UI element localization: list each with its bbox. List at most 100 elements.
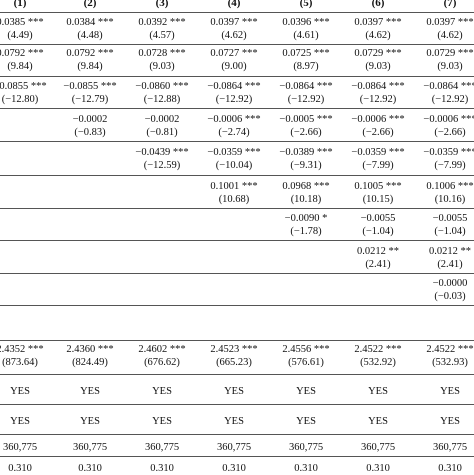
t-statistic: (2.41) xyxy=(437,259,463,270)
summary-cell: YES xyxy=(368,386,388,397)
coefficient-value: 0.0212 ** xyxy=(357,246,399,257)
coefficient-value: −0.0055 xyxy=(360,213,396,224)
summary-cell: YES xyxy=(440,416,460,427)
summary-cell: YES xyxy=(440,386,460,397)
t-statistic: (−12.92) xyxy=(287,94,325,105)
coefficient-cell: 0.0729 *** (9.03) xyxy=(341,47,415,73)
t-statistic: (−2.66) xyxy=(290,127,322,138)
coefficient-value: −0.0389 *** xyxy=(279,147,333,158)
coefficient-value: 0.0725 *** xyxy=(282,48,330,59)
coefficient-cell: −0.0864 *** (−12.92) xyxy=(269,80,343,106)
coefficient-cell: 0.0397 *** (4.62) xyxy=(413,16,474,42)
t-statistic: (873.64) xyxy=(2,357,38,368)
row-rule xyxy=(0,374,474,375)
coefficient-cell: 0.1005 *** (10.15) xyxy=(341,180,415,206)
coefficient-value: −0.0855 *** xyxy=(0,81,47,92)
t-statistic: (824.49) xyxy=(72,357,108,368)
summary-cell: YES xyxy=(368,416,388,427)
t-statistic: (4.62) xyxy=(437,30,463,41)
summary-cell: YES xyxy=(296,386,316,397)
t-statistic: (8.97) xyxy=(293,61,319,72)
t-statistic: (−2.74) xyxy=(218,127,250,138)
t-statistic: (676.62) xyxy=(144,357,180,368)
row-rule xyxy=(0,175,474,176)
summary-cell: 360,775 xyxy=(288,442,324,453)
coefficient-cell: −0.0860 *** (−12.88) xyxy=(125,80,199,106)
coefficient-cell: 0.0729 *** (9.03) xyxy=(413,47,474,73)
coefficient-value: 0.0728 *** xyxy=(138,48,186,59)
t-statistic: (4.61) xyxy=(293,30,319,41)
t-statistic: (576.61) xyxy=(288,357,324,368)
coefficient-value: −0.0439 *** xyxy=(135,147,189,158)
summary-cell: 360,775 xyxy=(72,442,108,453)
coefficient-cell: −0.0090 * (−1.78) xyxy=(269,212,343,238)
coefficient-value: −0.0055 xyxy=(432,213,468,224)
summary-cell: YES xyxy=(80,386,100,397)
t-statistic: (2.41) xyxy=(365,259,391,270)
t-statistic: (−1.78) xyxy=(290,226,322,237)
coefficient-value: −0.0002 xyxy=(72,114,108,125)
t-statistic: (−9.31) xyxy=(290,160,322,171)
summary-cell: YES xyxy=(10,416,30,427)
coefficient-cell: −0.0855 *** (−12.80) xyxy=(0,80,57,106)
t-statistic: (−12.79) xyxy=(71,94,109,105)
coefficient-cell: −0.0006 *** (−2.74) xyxy=(197,113,271,139)
t-statistic: (9.84) xyxy=(77,61,103,72)
coefficient-value: −0.0005 *** xyxy=(279,114,333,125)
t-statistic: (−12.80) xyxy=(1,94,39,105)
column-header: (7) xyxy=(443,0,457,9)
coefficient-value: −0.0359 *** xyxy=(351,147,405,158)
row-rule xyxy=(0,456,474,457)
coefficient-value: 2.4360 *** xyxy=(66,344,114,355)
row-rule xyxy=(0,340,474,341)
coefficient-cell: 2.4522 *** (532.92) xyxy=(341,343,415,369)
summary-cell: YES xyxy=(152,416,172,427)
coefficient-value: 2.4352 *** xyxy=(0,344,44,355)
coefficient-cell: 2.4360 *** (824.49) xyxy=(53,343,127,369)
coefficient-value: −0.0000 xyxy=(432,278,468,289)
t-statistic: (−7.99) xyxy=(434,160,466,171)
t-statistic: (4.49) xyxy=(7,30,33,41)
coefficient-cell: −0.0055 (−1.04) xyxy=(341,212,415,238)
row-rule xyxy=(0,240,474,241)
coefficient-value: −0.0006 *** xyxy=(423,114,474,125)
summary-cell: 360,775 xyxy=(2,442,38,453)
t-statistic: (4.62) xyxy=(365,30,391,41)
coefficient-value: 0.0392 *** xyxy=(138,17,186,28)
coefficient-cell: 0.1001 *** (10.68) xyxy=(197,180,271,206)
t-statistic: (532.92) xyxy=(360,357,396,368)
coefficient-value: 0.0212 ** xyxy=(429,246,471,257)
coefficient-cell: 0.0728 *** (9.03) xyxy=(125,47,199,73)
coefficient-cell: −0.0864 *** (−12.92) xyxy=(341,80,415,106)
coefficient-value: 0.0968 *** xyxy=(282,181,330,192)
coefficient-cell: 2.4522 *** (532.93) xyxy=(413,343,474,369)
coefficient-value: 0.0397 *** xyxy=(426,17,474,28)
column-header: (6) xyxy=(371,0,385,9)
coefficient-value: −0.0359 *** xyxy=(423,147,474,158)
coefficient-value: 2.4522 *** xyxy=(426,344,474,355)
coefficient-value: 0.0792 *** xyxy=(0,48,44,59)
t-statistic: (−0.81) xyxy=(146,127,178,138)
summary-cell: 0.310 xyxy=(438,463,462,474)
summary-cell: YES xyxy=(296,416,316,427)
summary-cell: 0.310 xyxy=(366,463,390,474)
coefficient-cell: 0.0792 *** (9.84) xyxy=(0,47,57,73)
t-statistic: (9.03) xyxy=(365,61,391,72)
coefficient-value: −0.0864 *** xyxy=(351,81,405,92)
t-statistic: (4.57) xyxy=(149,30,175,41)
summary-cell: 0.310 xyxy=(8,463,32,474)
coefficient-value: 0.0727 *** xyxy=(210,48,258,59)
coefficient-cell: 2.4602 *** (676.62) xyxy=(125,343,199,369)
row-rule xyxy=(0,404,474,405)
coefficient-cell: −0.0439 *** (−12.59) xyxy=(125,146,199,172)
coefficient-cell: 0.0384 *** (4.48) xyxy=(53,16,127,42)
column-header: (3) xyxy=(155,0,169,9)
summary-cell: 360,775 xyxy=(432,442,468,453)
coefficient-value: −0.0864 *** xyxy=(207,81,261,92)
summary-cell: YES xyxy=(224,386,244,397)
coefficient-value: 0.0397 *** xyxy=(354,17,402,28)
coefficient-value: −0.0359 *** xyxy=(207,147,261,158)
coefficient-cell: 0.0792 *** (9.84) xyxy=(53,47,127,73)
coefficient-value: −0.0864 *** xyxy=(279,81,333,92)
